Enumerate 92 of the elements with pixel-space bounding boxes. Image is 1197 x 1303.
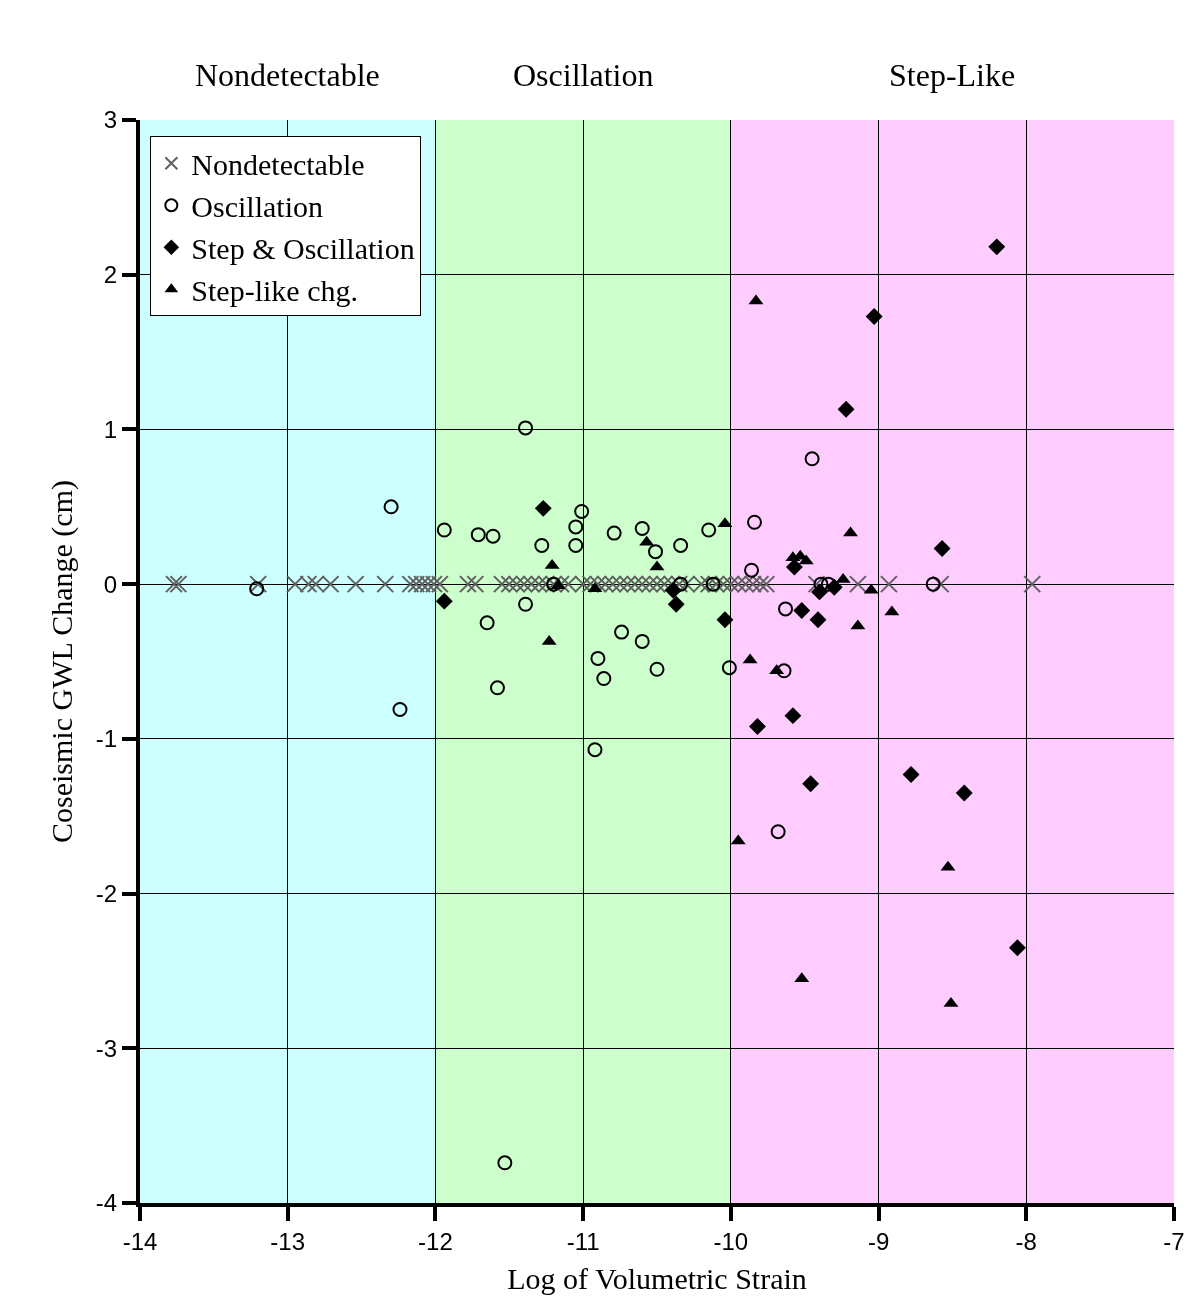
point xyxy=(568,537,584,553)
point xyxy=(458,575,477,594)
point xyxy=(470,527,486,543)
point xyxy=(249,581,265,597)
point xyxy=(716,611,734,629)
y-tick-label: -2 xyxy=(95,879,118,907)
y-tick-label: 2 xyxy=(103,261,118,289)
point xyxy=(489,680,505,696)
point xyxy=(392,701,408,717)
x-tick-label: -13 xyxy=(270,1227,306,1255)
x-axis-title: Log of Volumetric Strain xyxy=(507,1261,807,1295)
point xyxy=(534,537,550,553)
point xyxy=(664,581,682,599)
point xyxy=(744,562,760,578)
point xyxy=(778,601,794,617)
point xyxy=(770,824,786,840)
y-tick-label: -4 xyxy=(95,1189,118,1217)
point xyxy=(837,400,855,418)
y-tick-label: -3 xyxy=(95,1034,118,1062)
y-tick-label: -1 xyxy=(95,725,118,753)
point xyxy=(809,611,827,629)
y-tick-label: 1 xyxy=(103,415,118,443)
band-label: Step-Like xyxy=(889,57,1016,93)
x-tick-label: -11 xyxy=(566,1227,600,1255)
legend-label: Oscillation xyxy=(191,189,323,223)
legend-label: Step-like chg. xyxy=(191,273,358,307)
point xyxy=(249,575,268,594)
legend-label: Nondetectable xyxy=(191,147,365,181)
point xyxy=(614,624,630,640)
point xyxy=(497,1155,513,1171)
point xyxy=(383,499,399,515)
y-axis-title: Coseismic GWL Change (cm) xyxy=(45,480,80,843)
point xyxy=(955,784,973,802)
point xyxy=(931,575,950,594)
point xyxy=(606,525,622,541)
x-tick-label: -9 xyxy=(867,1227,890,1255)
point xyxy=(435,592,453,610)
point xyxy=(590,650,606,666)
point xyxy=(721,660,737,676)
point xyxy=(346,575,365,594)
point xyxy=(701,522,717,538)
point xyxy=(466,575,485,594)
point xyxy=(649,661,665,677)
point xyxy=(534,499,552,517)
point xyxy=(596,671,612,687)
point xyxy=(865,308,883,325)
point xyxy=(518,420,534,436)
y-tick-label: 0 xyxy=(103,570,118,598)
point xyxy=(518,596,534,612)
point xyxy=(169,575,188,594)
point xyxy=(648,544,664,560)
point xyxy=(164,575,183,594)
point xyxy=(376,575,395,594)
point xyxy=(749,718,766,735)
point xyxy=(933,540,951,558)
x-tick-label: -8 xyxy=(1015,1227,1037,1255)
point xyxy=(802,775,820,793)
point xyxy=(784,707,802,725)
point xyxy=(776,663,792,679)
x-tick-label: -7 xyxy=(1163,1227,1185,1255)
point xyxy=(574,503,590,519)
point xyxy=(793,601,811,619)
point xyxy=(705,576,721,592)
y-tick-label: 3 xyxy=(103,106,118,134)
point xyxy=(988,238,1006,256)
point xyxy=(925,576,941,592)
point xyxy=(804,451,820,467)
x-tick-label: -12 xyxy=(418,1227,453,1255)
point xyxy=(811,583,828,601)
point xyxy=(634,520,650,536)
point xyxy=(879,575,898,594)
x-tick-label: -10 xyxy=(713,1227,749,1255)
point xyxy=(587,742,603,758)
legend-label: Step & Oscillation xyxy=(191,231,415,265)
point xyxy=(1008,939,1026,957)
point xyxy=(436,522,452,538)
point xyxy=(807,575,826,594)
point xyxy=(568,519,584,535)
point xyxy=(1023,575,1042,594)
point xyxy=(634,633,650,649)
point xyxy=(485,528,501,544)
point xyxy=(825,578,843,596)
band-label: Oscillation xyxy=(513,57,654,93)
point xyxy=(667,595,685,613)
point xyxy=(902,765,920,783)
point xyxy=(848,575,867,594)
point xyxy=(747,514,762,530)
point xyxy=(813,576,829,592)
x-tick-label: -14 xyxy=(122,1227,158,1255)
point xyxy=(673,537,689,553)
band-label: Nondetectable xyxy=(195,57,380,93)
point xyxy=(479,615,495,631)
